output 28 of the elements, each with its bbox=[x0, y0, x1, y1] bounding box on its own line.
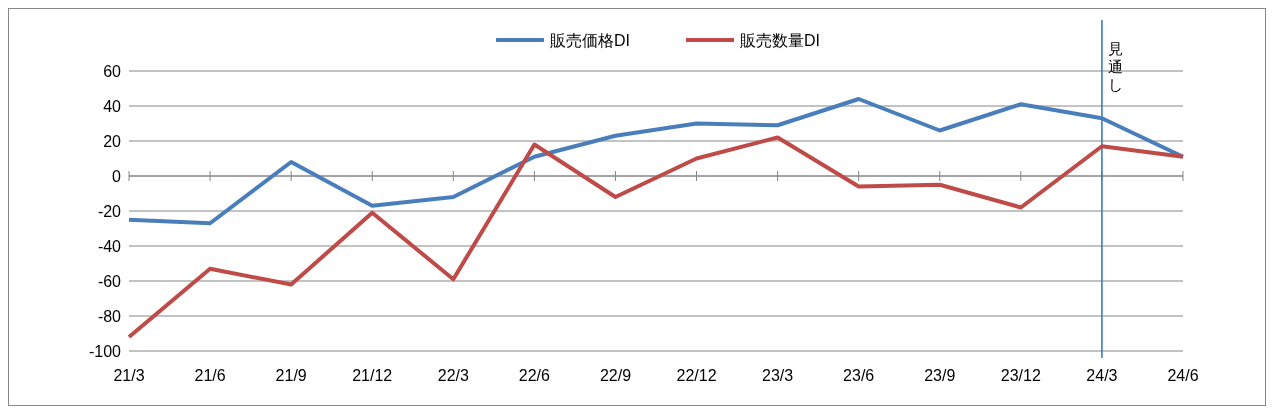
y-tick-label: 60 bbox=[103, 62, 122, 80]
x-tick-label: 22/9 bbox=[599, 367, 632, 384]
y-tick-label: 20 bbox=[103, 132, 122, 150]
y-tick-label: -40 bbox=[97, 237, 122, 255]
y-tick-label: -60 bbox=[97, 272, 122, 290]
ref-line-label: 見通し bbox=[1108, 40, 1124, 93]
x-tick-label: 21/9 bbox=[275, 367, 307, 384]
x-tick-label: 23/12 bbox=[1000, 367, 1041, 384]
y-tick-label: -80 bbox=[97, 307, 122, 325]
legend-label: 販売価格DI bbox=[550, 31, 630, 49]
x-tick-label: 21/3 bbox=[113, 367, 145, 384]
y-tick-label: -100 bbox=[88, 342, 122, 360]
x-tick-label: 24/6 bbox=[1167, 367, 1199, 384]
y-tick-label: -20 bbox=[97, 202, 122, 220]
legend-label: 販売数量DI bbox=[740, 31, 820, 49]
line-series bbox=[127, 135, 1185, 339]
y-tick-label: 0 bbox=[112, 167, 122, 185]
x-tick-label: 23/9 bbox=[924, 367, 956, 384]
y-tick-label: 40 bbox=[103, 97, 122, 115]
line-series bbox=[127, 97, 1185, 226]
x-tick-label: 23/6 bbox=[843, 367, 875, 384]
x-tick-label: 23/3 bbox=[762, 367, 794, 384]
x-tick-label: 21/6 bbox=[194, 367, 226, 384]
x-tick-label: 21/12 bbox=[352, 367, 393, 384]
x-tick-label: 22/12 bbox=[676, 367, 717, 384]
x-tick-label: 24/3 bbox=[1086, 367, 1118, 384]
x-tick-label: 22/3 bbox=[437, 367, 469, 384]
x-tick-label: 22/6 bbox=[518, 367, 551, 384]
